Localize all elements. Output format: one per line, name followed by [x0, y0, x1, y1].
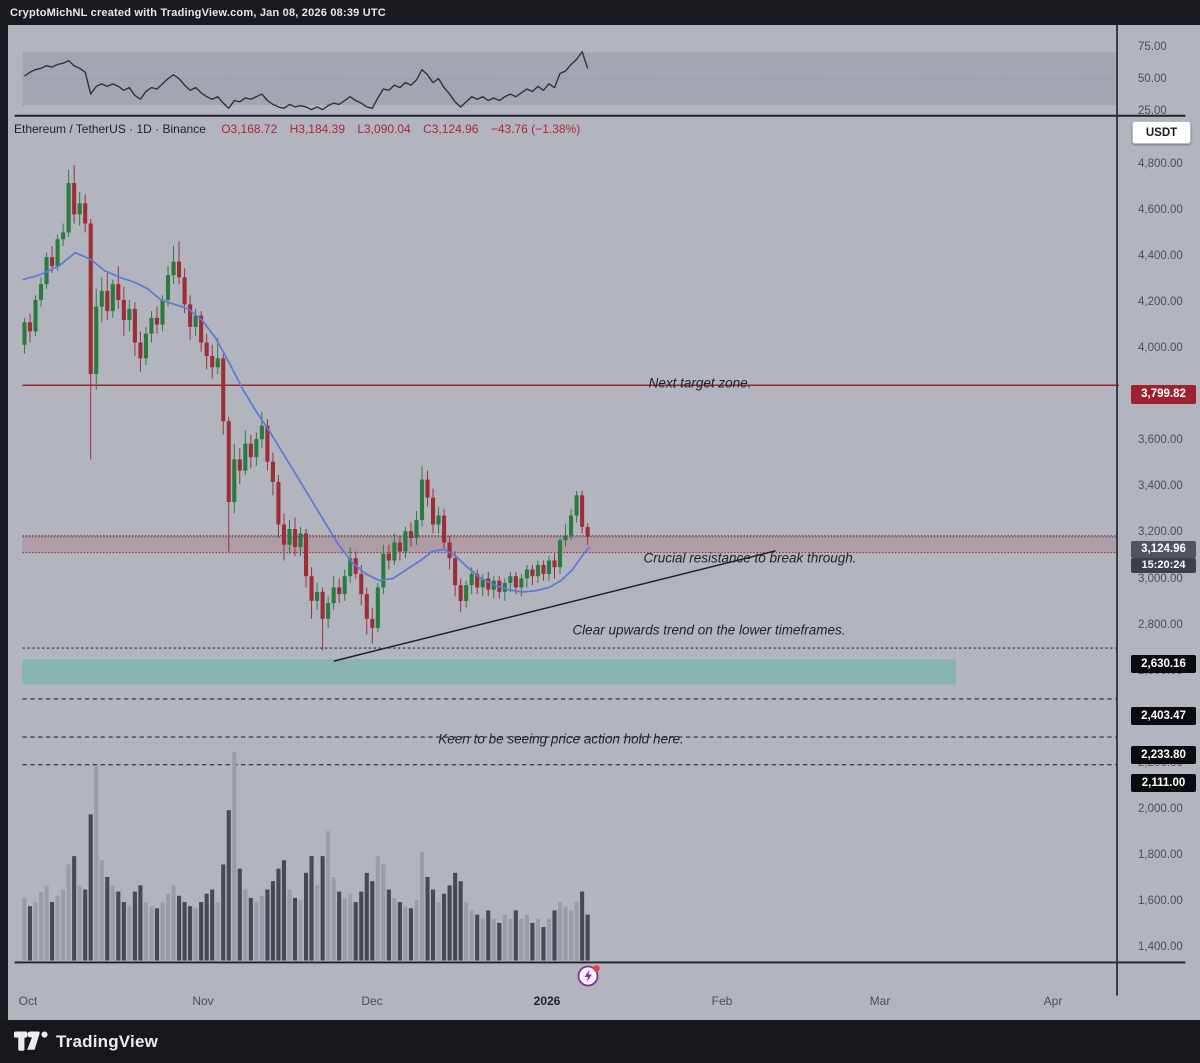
time-axis-label: Dec — [361, 994, 383, 1008]
zones — [22, 659, 957, 685]
ohlc-change: −43.76 (−1.38%) — [490, 122, 581, 136]
attribution-text: CryptoMichNL created with TradingView.co… — [10, 6, 386, 19]
price-axis[interactable] — [1130, 25, 1200, 987]
candlestick-series — [22, 165, 590, 651]
lightning-bolt-icon — [577, 965, 600, 987]
tradingview-logo-icon — [14, 1031, 48, 1051]
last-price-label[interactable]: 3,124.96 — [1131, 540, 1196, 558]
symbol-info-row: Ethereum / TetherUS · 1D · Binance O3,16… — [14, 122, 589, 136]
ma-line — [22, 251, 590, 593]
time-axis-label: Apr — [1043, 994, 1063, 1008]
rsi-pane — [22, 50, 1118, 111]
rsi-line — [24, 50, 589, 111]
time-axis-label: Nov — [192, 994, 214, 1008]
tradingview-logo[interactable]: TradingView — [14, 1031, 158, 1052]
symbol-title[interactable]: Ethereum / TetherUS · 1D · Binance — [14, 122, 206, 136]
trendline[interactable] — [333, 550, 776, 662]
footer-bar: TradingView — [0, 1020, 1200, 1063]
ohlc-low: L3,090.04 — [357, 122, 411, 136]
level-lines — [22, 384, 1119, 766]
time-axis-label: Oct — [18, 994, 38, 1008]
volume-series — [22, 751, 590, 961]
ohlc-high: H3,184.39 — [289, 122, 345, 136]
boost-spark-icon[interactable] — [577, 963, 601, 987]
time-axis[interactable]: Oct Nov Dec 2026 Feb Mar Apr — [0, 987, 1200, 1020]
ohlc-close: C3,124.96 — [423, 122, 479, 136]
support-zone — [22, 659, 957, 685]
price-chart-svg — [14, 25, 1186, 996]
ohlc-open: O3,168.72 — [221, 122, 278, 136]
resistance-zone — [22, 535, 1118, 554]
tradingview-logo-text: TradingView — [56, 1031, 159, 1051]
attribution-bar: CryptoMichNL created with TradingView.co… — [0, 0, 1200, 25]
currency-button[interactable]: USDT — [1132, 121, 1191, 144]
time-axis-label: 2026 — [533, 994, 561, 1008]
time-axis-label: Mar — [869, 994, 891, 1008]
left-margin — [0, 25, 8, 1020]
time-axis-label: Feb — [711, 994, 733, 1008]
